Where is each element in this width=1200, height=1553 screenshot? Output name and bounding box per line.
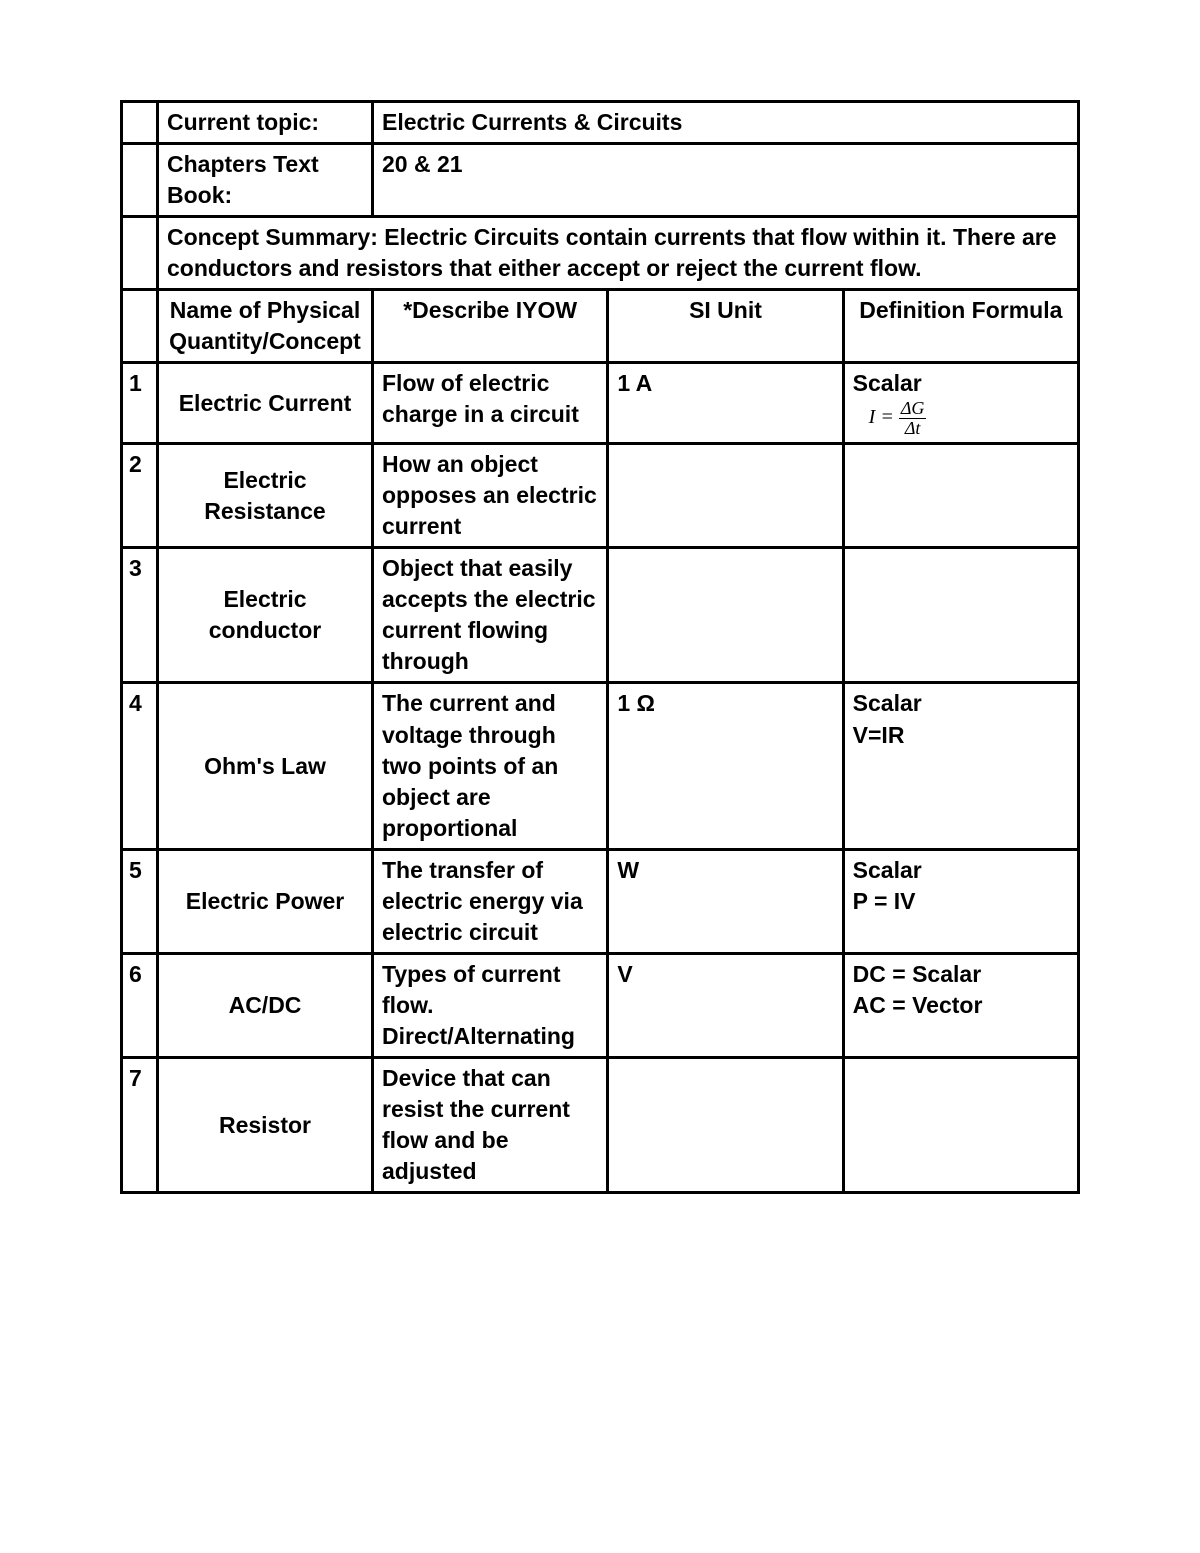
row-name: Electric Current: [158, 363, 373, 444]
row-number: 6: [122, 953, 158, 1057]
def-line2: AC = Vector: [853, 990, 1069, 1021]
table-row: 3 Electric conductor Object that easily …: [122, 548, 1079, 683]
header-row: Name of Physical Quantity/Concept *Descr…: [122, 290, 1079, 363]
blank-cell: [122, 102, 158, 144]
table-row: 6 AC/DC Types of current flow. Direct/Al…: [122, 953, 1079, 1057]
document-page: Current topic: Electric Currents & Circu…: [120, 100, 1080, 1194]
denominator: Δt: [899, 419, 927, 438]
row-number: 5: [122, 849, 158, 953]
formula: I = ΔG Δt: [853, 399, 1069, 438]
def-line1: DC = Scalar: [853, 959, 1069, 990]
formula-lhs: I =: [869, 406, 894, 428]
blank-cell: [122, 144, 158, 217]
def-type: Scalar: [853, 855, 1069, 886]
table-row: 2 Electric Resistance How an object oppo…: [122, 444, 1079, 548]
row-name: Ohm's Law: [158, 683, 373, 849]
header-name: Name of Physical Quantity/Concept: [158, 290, 373, 363]
table-row: 4 Ohm's Law The current and voltage thro…: [122, 683, 1079, 849]
row-si: 1 A: [608, 363, 843, 444]
row-si: [608, 444, 843, 548]
row-describe: Types of current flow. Direct/Alternatin…: [373, 953, 608, 1057]
blank-cell: [122, 217, 158, 290]
topic-row: Current topic: Electric Currents & Circu…: [122, 102, 1079, 144]
def-type: Scalar: [853, 688, 1069, 719]
row-name: AC/DC: [158, 953, 373, 1057]
table-row: 7 Resistor Device that can resist the cu…: [122, 1058, 1079, 1193]
row-def: [843, 1058, 1078, 1193]
row-describe: The current and voltage through two poin…: [373, 683, 608, 849]
summary-row: Concept Summary: Electric Circuits conta…: [122, 217, 1079, 290]
row-describe: Device that can resist the current flow …: [373, 1058, 608, 1193]
concept-summary: Concept Summary: Electric Circuits conta…: [158, 217, 1079, 290]
table-row: 5 Electric Power The transfer of electri…: [122, 849, 1079, 953]
formula-plain: P = IV: [853, 886, 1069, 917]
row-si: W: [608, 849, 843, 953]
row-name: Electric Power: [158, 849, 373, 953]
row-def: DC = Scalar AC = Vector: [843, 953, 1078, 1057]
row-name: Electric conductor: [158, 548, 373, 683]
topic-value: Electric Currents & Circuits: [373, 102, 1079, 144]
row-si: [608, 1058, 843, 1193]
table-row: 1 Electric Current Flow of electric char…: [122, 363, 1079, 444]
row-si: [608, 548, 843, 683]
row-name: Electric Resistance: [158, 444, 373, 548]
row-number: 7: [122, 1058, 158, 1193]
row-describe: The transfer of electric energy via elec…: [373, 849, 608, 953]
row-number: 2: [122, 444, 158, 548]
row-def: Scalar I = ΔG Δt: [843, 363, 1078, 444]
header-si: SI Unit: [608, 290, 843, 363]
row-describe: Object that easily accepts the electric …: [373, 548, 608, 683]
row-def: Scalar V=IR: [843, 683, 1078, 849]
row-def: Scalar P = IV: [843, 849, 1078, 953]
row-si: V: [608, 953, 843, 1057]
chapters-row: Chapters Text Book: 20 & 21: [122, 144, 1079, 217]
row-def: [843, 444, 1078, 548]
row-number: 3: [122, 548, 158, 683]
row-name: Resistor: [158, 1058, 373, 1193]
row-si: 1 Ω: [608, 683, 843, 849]
row-number: 1: [122, 363, 158, 444]
header-describe: *Describe IYOW: [373, 290, 608, 363]
def-type: Scalar: [853, 368, 1069, 399]
numerator: ΔG: [899, 399, 927, 419]
chapters-label: Chapters Text Book:: [158, 144, 373, 217]
topic-label: Current topic:: [158, 102, 373, 144]
blank-cell: [122, 290, 158, 363]
row-number: 4: [122, 683, 158, 849]
header-def: Definition Formula: [843, 290, 1078, 363]
formula-plain: V=IR: [853, 720, 1069, 751]
row-describe: How an object opposes an electric curren…: [373, 444, 608, 548]
row-def: [843, 548, 1078, 683]
concept-table: Current topic: Electric Currents & Circu…: [120, 100, 1080, 1194]
row-describe: Flow of electric charge in a circuit: [373, 363, 608, 444]
chapters-value: 20 & 21: [373, 144, 1079, 217]
fraction: ΔG Δt: [899, 399, 927, 438]
